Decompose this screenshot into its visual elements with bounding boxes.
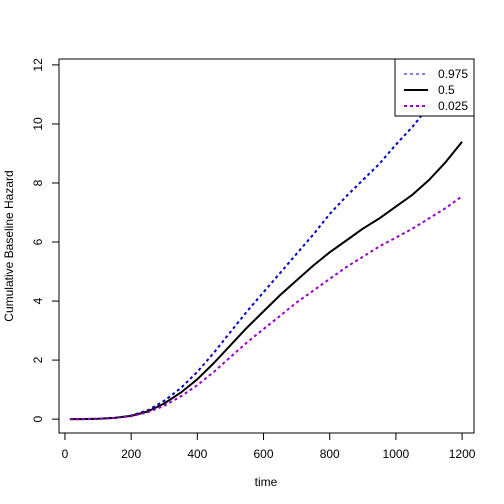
- y-tick-label: 10: [31, 117, 45, 131]
- x-tick-label: 1200: [449, 447, 476, 461]
- y-axis: 0 2 4 6 8 10 12: [31, 58, 60, 422]
- legend-label: 0.5: [438, 83, 455, 97]
- series-layer: [69, 64, 463, 421]
- y-tick-label: 0: [31, 415, 45, 422]
- x-tick-label: 600: [254, 447, 274, 461]
- x-tick-label: 800: [320, 447, 340, 461]
- y-tick-label: 6: [31, 238, 45, 245]
- y-axis-title: Cumulative Baseline Hazard: [2, 170, 16, 321]
- legend-box: [394, 58, 475, 117]
- legend: 0.975 0.5 0.025: [394, 58, 475, 117]
- legend-label: 0.975: [438, 67, 468, 81]
- y-tick-label: 8: [31, 179, 45, 186]
- legend-label: 0.025: [438, 99, 468, 113]
- y-tick-label: 4: [31, 297, 45, 304]
- x-tick-label: 1000: [383, 447, 410, 461]
- x-tick-label: 0: [62, 447, 69, 461]
- x-tick-label: 200: [121, 447, 141, 461]
- series-line-0.5: [69, 141, 463, 421]
- x-axis-title: time: [255, 475, 278, 489]
- y-tick-label: 12: [31, 58, 45, 72]
- x-tick-label: 400: [187, 447, 207, 461]
- x-axis: 0 200 400 600 800 1000 1200: [62, 432, 476, 461]
- series-line-0.025: [69, 195, 463, 421]
- series-line-0.975: [69, 64, 463, 421]
- y-tick-label: 2: [31, 356, 45, 363]
